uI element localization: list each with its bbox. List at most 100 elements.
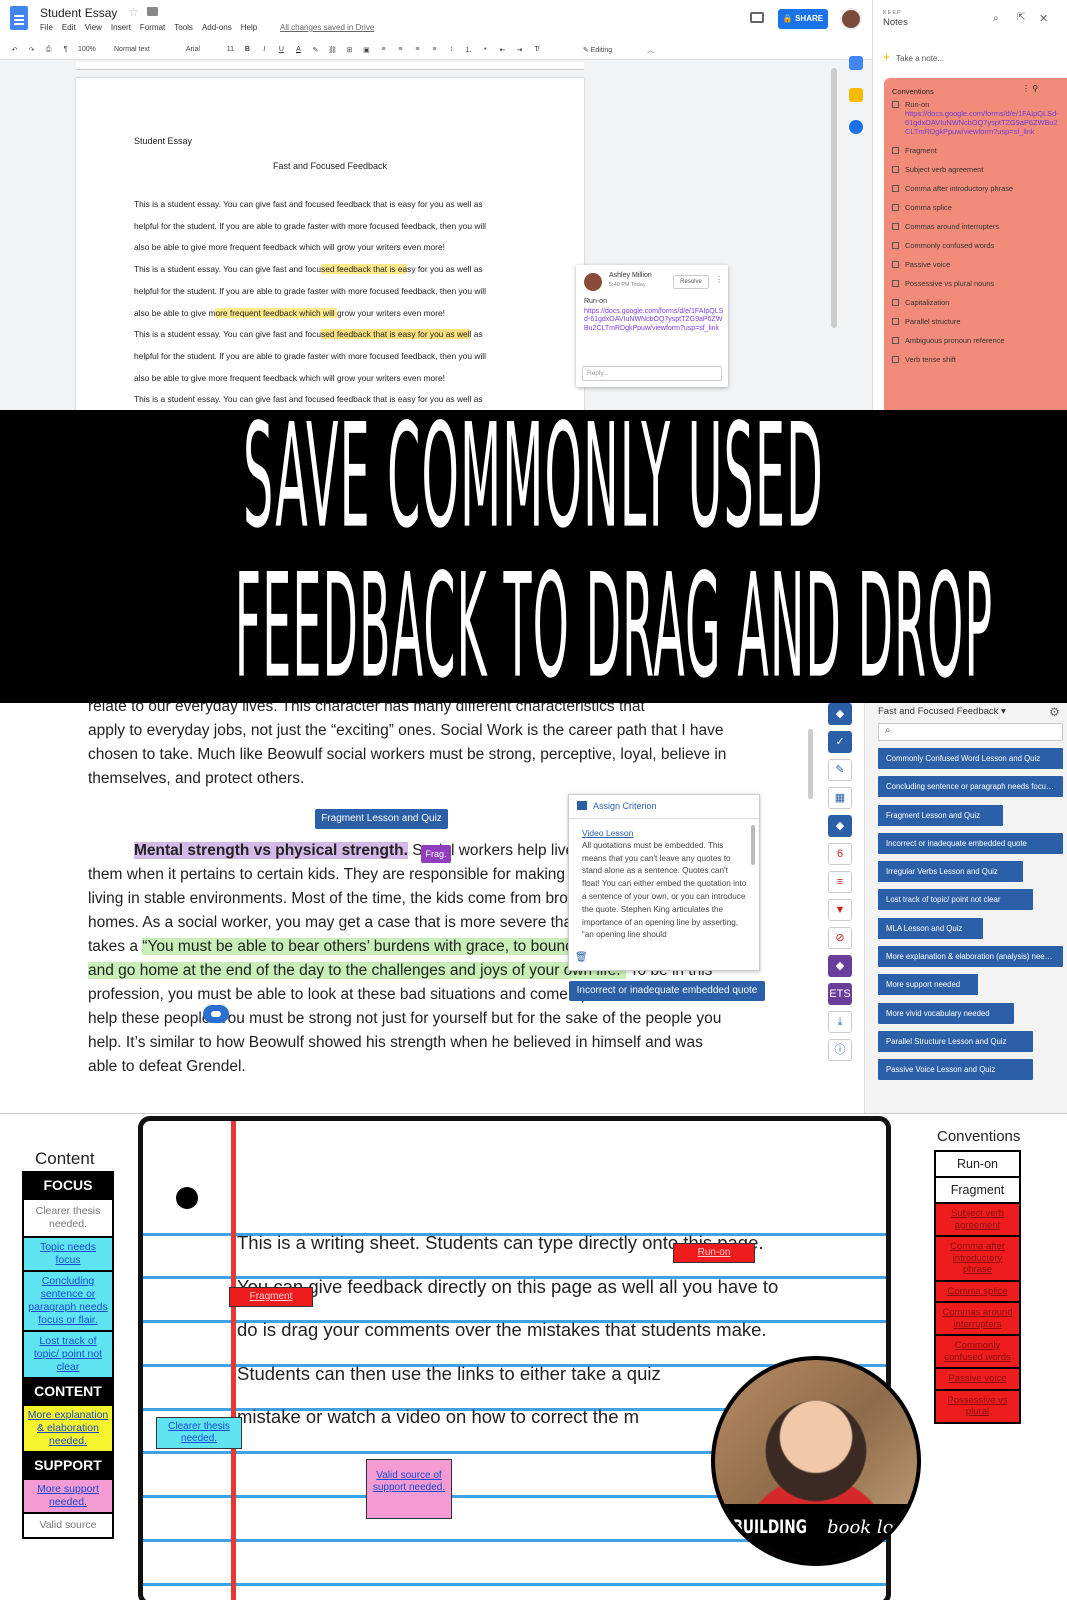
- align-center-icon[interactable]: ≡: [398, 46, 403, 53]
- feedback-item[interactable]: MLA Lesson and Quiz: [878, 917, 983, 939]
- comment-link[interactable]: https://docs.google.com/forms/d/e/1FAIpQ…: [584, 308, 724, 332]
- highlighted-phrase[interactable]: Mental strength vs physical strength.: [134, 842, 408, 859]
- calendar-icon[interactable]: [849, 56, 863, 70]
- style-select[interactable]: Normal text: [114, 46, 150, 53]
- tool-button[interactable]: ◆: [828, 815, 852, 837]
- document-body[interactable]: This is a student essay. You can give fa…: [134, 194, 534, 410]
- tool-button[interactable]: ◆: [828, 703, 852, 725]
- comment-bubble-icon[interactable]: [203, 1005, 229, 1023]
- checkbox[interactable]: [892, 318, 899, 326]
- feedback-link[interactable]: Topic needs focus: [39, 1241, 97, 1266]
- embedded-quote-tag[interactable]: Incorrect or inadequate embedded quote: [569, 981, 765, 1001]
- line-spacing-icon[interactable]: ↕: [449, 46, 454, 53]
- convention-chip[interactable]: Fragment: [934, 1178, 1021, 1204]
- checkbox[interactable]: [892, 299, 899, 307]
- zoom-select[interactable]: 100%: [78, 46, 96, 53]
- convention-chip[interactable]: Run-on: [934, 1150, 1021, 1178]
- trash-icon[interactable]: 🗑: [575, 952, 588, 963]
- resolve-button[interactable]: Resolve: [673, 275, 709, 289]
- menu-insert[interactable]: Insert: [110, 23, 131, 32]
- align-left-icon[interactable]: ≡: [381, 46, 386, 53]
- scrollbar[interactable]: [808, 729, 813, 799]
- font-size-select[interactable]: 11: [226, 46, 235, 53]
- more-options-icon[interactable]: ⋮: [715, 275, 723, 284]
- folder-icon[interactable]: [147, 7, 158, 16]
- fragment-sticker[interactable]: Fragment: [229, 1287, 313, 1307]
- feedback-link[interactable]: More support needed.: [37, 1483, 99, 1508]
- justify-icon[interactable]: ≡: [432, 46, 437, 53]
- sheet-text[interactable]: This is a writing sheet. Students can ty…: [237, 1221, 877, 1439]
- keep-note-card[interactable]: ⋮ ⚲ Conventions Run-on https://docs.googl…: [884, 78, 1067, 410]
- thesis-sticker[interactable]: Clearer thesis needed.: [156, 1417, 242, 1449]
- feedback-item[interactable]: Lost track of topic/ point not clear: [878, 889, 1033, 911]
- menu-format[interactable]: Format: [139, 23, 166, 32]
- align-right-icon[interactable]: ≡: [415, 46, 420, 53]
- feedback-item[interactable]: More explanation & elaboration (analysis…: [878, 946, 1063, 968]
- share-button[interactable]: 🔒 SHARE: [778, 9, 828, 29]
- checklist-item[interactable]: Parallel structure: [892, 317, 1060, 326]
- frag-marker[interactable]: Frag.: [421, 845, 451, 863]
- scrollbar[interactable]: [831, 68, 837, 328]
- menu-help[interactable]: Help: [240, 23, 258, 32]
- user-avatar[interactable]: [840, 8, 862, 30]
- menu-file[interactable]: File: [40, 23, 53, 32]
- collapse-icon[interactable]: ︿: [647, 46, 655, 54]
- checklist-item[interactable]: Ambiguous pronoun reference: [892, 336, 1060, 345]
- checkbox[interactable]: [892, 185, 899, 193]
- feedback-link[interactable]: Concluding sentence or paragraph needs f…: [28, 1275, 108, 1326]
- comment-card[interactable]: Ashley Million 5:40 PM Today Resolve ⋮ R…: [576, 265, 728, 387]
- fragment-tag[interactable]: Fragment Lesson and Quiz: [315, 809, 448, 829]
- add-comment-icon[interactable]: ⊞: [346, 46, 353, 54]
- feedback-item[interactable]: Commonly Confused Word Lesson and Quiz: [878, 748, 1063, 769]
- search-input[interactable]: ⌕: [878, 723, 1063, 741]
- feedback-item[interactable]: More support needed: [878, 974, 978, 996]
- checklist-item[interactable]: Subject verb agreement: [892, 165, 1060, 174]
- library-title[interactable]: Fast and Focused Feedback ▾: [878, 706, 1006, 717]
- convention-chip[interactable]: Comma after introductory phrase: [934, 1237, 1021, 1282]
- tool-button[interactable]: ETS: [828, 983, 852, 1005]
- star-icon[interactable]: ☆: [128, 5, 139, 19]
- feedback-chip[interactable]: Lost track of topic/ point not clear: [22, 1332, 114, 1379]
- checklist-item[interactable]: Commas around interrupters: [892, 222, 1060, 231]
- menu-edit[interactable]: Edit: [61, 23, 76, 32]
- menu-view[interactable]: View: [84, 23, 102, 32]
- underline-button[interactable]: U: [278, 46, 284, 53]
- reply-input[interactable]: Reply...: [582, 366, 722, 381]
- doc-title[interactable]: Student Essay: [40, 6, 118, 20]
- editing-mode-select[interactable]: ✎ Editing: [582, 46, 613, 54]
- bulleted-list-icon[interactable]: •: [484, 46, 487, 53]
- feedback-chip[interactable]: More support needed.: [22, 1480, 114, 1514]
- tool-button[interactable]: ⓘ: [828, 1039, 852, 1061]
- feedback-chip[interactable]: Clearer thesis needed.: [22, 1200, 114, 1238]
- tool-button[interactable]: ▼: [828, 899, 852, 921]
- checklist-item[interactable]: Verb tense shift: [892, 355, 1060, 364]
- checklist-item[interactable]: Passive voice: [892, 260, 1060, 269]
- menu-addons[interactable]: Add-ons: [201, 23, 232, 32]
- convention-chip[interactable]: Possessive vs plural: [934, 1390, 1021, 1424]
- checkbox[interactable]: [892, 261, 899, 269]
- link-icon[interactable]: ⛓: [327, 46, 337, 54]
- ruler[interactable]: [76, 62, 584, 70]
- undo-icon[interactable]: ↶: [11, 46, 18, 54]
- convention-chip[interactable]: Subject verb agreement: [934, 1204, 1021, 1237]
- tool-button[interactable]: ⤓: [828, 1011, 852, 1033]
- decrease-indent-icon[interactable]: ⇤: [499, 46, 506, 54]
- increase-indent-icon[interactable]: ⇥: [516, 46, 523, 54]
- tool-button[interactable]: ◆: [828, 955, 852, 977]
- tool-button[interactable]: ✎: [828, 759, 852, 781]
- tool-button[interactable]: ▦: [828, 787, 852, 809]
- feedback-chip[interactable]: Valid source: [22, 1514, 114, 1539]
- checkbox[interactable]: [892, 337, 899, 345]
- video-lesson-link[interactable]: Video Lesson: [582, 828, 634, 838]
- text-color-button[interactable]: A: [296, 46, 301, 53]
- menu-tools[interactable]: Tools: [174, 23, 193, 32]
- checkbox[interactable]: [892, 356, 899, 364]
- highlight-icon[interactable]: ✎: [312, 46, 319, 54]
- gear-icon[interactable]: ⚙: [1049, 705, 1060, 719]
- feedback-item[interactable]: Concluding sentence or paragraph needs f…: [878, 776, 1063, 798]
- tool-button[interactable]: ≡: [828, 871, 852, 893]
- tool-button[interactable]: 6: [828, 843, 852, 865]
- checkbox[interactable]: [892, 242, 899, 250]
- tool-button[interactable]: ✓: [828, 731, 852, 753]
- checkbox[interactable]: [892, 280, 899, 288]
